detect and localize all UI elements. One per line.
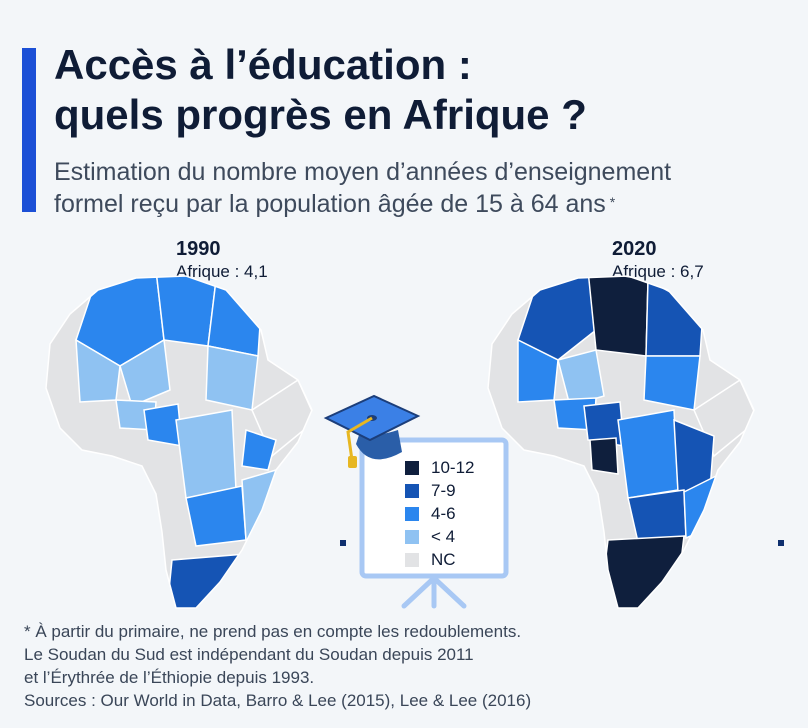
presentation-board-icon [323, 394, 509, 609]
legend-item-10-12: 10-12 [405, 456, 497, 479]
legend-swatch [405, 529, 419, 544]
title-accent-bar [22, 48, 36, 212]
footnote-south-sudan: Le Soudan du Sud est indépendant du Soud… [24, 645, 474, 664]
region-1990-southeast [241, 468, 278, 542]
region-2020-south [597, 535, 685, 608]
footnote-primary: * À partir du primaire, ne prend pas en … [24, 622, 522, 641]
graduation-cap-icon [323, 394, 421, 468]
region-2020-gabon [589, 437, 619, 475]
footnote-eritrea: et l’Érythrée de l’Éthiopie depuis 1993. [24, 668, 315, 687]
region-1990-north-east [207, 278, 262, 357]
region-2020-central [617, 409, 679, 499]
region-2020-sahel-east [643, 355, 701, 411]
legend-item-4-6: 4-6 [405, 502, 497, 525]
legend-label: 4-6 [431, 503, 456, 523]
legend-swatch [405, 552, 419, 567]
title-line-2: quels progrès en Afrique ? [54, 91, 587, 138]
map-2020-year: 2020 [612, 238, 657, 260]
legend: 10-12 7-9 4-6 < 4 NC [405, 456, 497, 571]
island-marker-2020 [778, 540, 784, 546]
title-line-1: Accès à l’éducation : [54, 41, 472, 88]
region-1990-sahel-center [119, 338, 171, 408]
legend-item-nc: NC [405, 548, 497, 571]
legend-item-under-4: < 4 [405, 525, 497, 548]
page-title: Accès à l’éducation : quels progrès en A… [54, 40, 587, 140]
region-1990-north-center [155, 276, 217, 347]
legend-label: NC [431, 549, 456, 569]
region-1990-east [241, 428, 277, 471]
map-1990 [45, 275, 313, 609]
subtitle-line-2-text: formel reçu par la population âgée de 15… [54, 190, 606, 218]
legend-item-7-9: 7-9 [405, 479, 497, 502]
legend-swatch [405, 506, 419, 521]
map-1990-average: Afrique : 4,1 [176, 262, 268, 281]
footnotes: * À partir du primaire, ne prend pas en … [24, 620, 794, 712]
legend-label: 7-9 [431, 480, 456, 500]
region-2020-south-central [627, 489, 687, 543]
subtitle-line-1: Estimation du nombre moyen d’années d’en… [54, 158, 672, 186]
region-1990-sahel-east [205, 345, 259, 411]
legend-swatch [405, 460, 419, 475]
region-2020-sahel-center [557, 349, 605, 407]
sources: Sources : Our World in Data, Barro & Lee… [24, 691, 532, 710]
subtitle-footnote-marker: * [609, 194, 616, 210]
map-1990-year: 1990 [176, 238, 221, 260]
legend-swatch [405, 483, 419, 498]
map-2020-average: Afrique : 6,7 [612, 262, 704, 281]
legend-label: 10-12 [431, 457, 475, 477]
subtitle: Estimation du nombre moyen d’années d’en… [54, 156, 794, 220]
map-2020 [487, 275, 755, 609]
region-1990-south [165, 553, 248, 608]
region-2020-egypt [645, 278, 704, 357]
island-marker-1990 [340, 540, 346, 546]
legend-label: < 4 [431, 526, 456, 546]
region-2020-libya [587, 276, 649, 357]
region-1990-central [175, 409, 237, 499]
subtitle-line-2: formel reçu par la population âgée de 15… [54, 188, 794, 220]
